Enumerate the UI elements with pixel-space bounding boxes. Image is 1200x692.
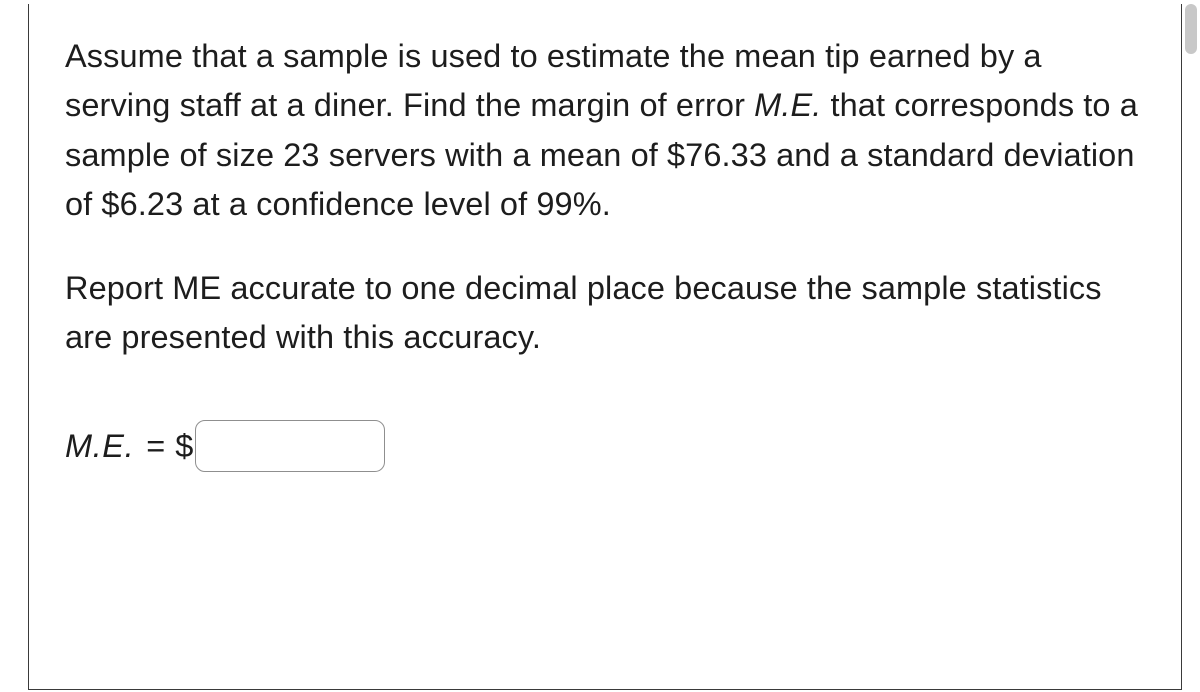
equals-sign: =: [146, 428, 165, 465]
problem-paragraph-2: Report ME accurate to one decimal place …: [65, 264, 1153, 363]
question-frame: Assume that a sample is used to estimate…: [28, 4, 1182, 690]
answer-label: M.E.: [65, 428, 134, 465]
scrollbar-track: [1182, 0, 1200, 70]
answer-row: M.E. = $: [65, 420, 1153, 472]
problem-paragraph-1: Assume that a sample is used to estimate…: [65, 32, 1153, 230]
currency-symbol: $: [175, 428, 193, 465]
me-abbrev: M.E.: [754, 87, 821, 123]
margin-of-error-input[interactable]: [195, 420, 385, 472]
page-root: Assume that a sample is used to estimate…: [0, 0, 1200, 692]
scrollbar-thumb[interactable]: [1185, 4, 1197, 54]
